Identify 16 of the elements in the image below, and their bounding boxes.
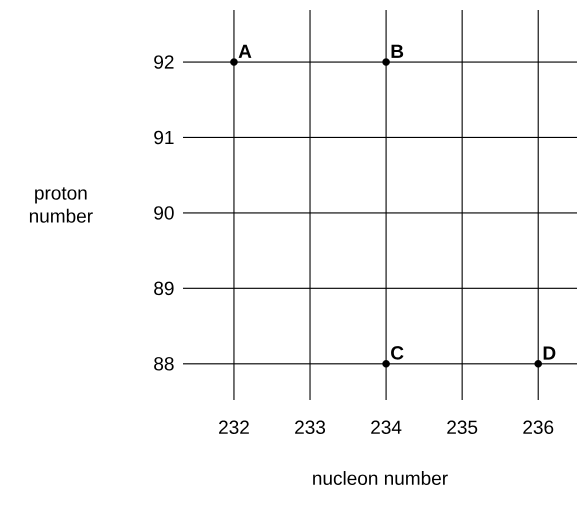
y-tick-label: 88 xyxy=(154,357,174,371)
x-tick-label: 234 xyxy=(371,420,402,434)
y-tick-label: 89 xyxy=(154,282,174,296)
annotation: B xyxy=(392,44,404,58)
x-tick-label: 235 xyxy=(447,420,478,434)
y-tick-label: 91 xyxy=(154,130,174,144)
y-tick-label: 90 xyxy=(154,206,174,220)
x-axis-title: nucleon number xyxy=(313,471,448,485)
x-tick-label: 236 xyxy=(523,420,554,434)
annotation: C xyxy=(391,346,404,360)
annotation: A xyxy=(238,44,252,58)
y-axis-title: proton number xyxy=(30,187,93,223)
y-tick-label: 92 xyxy=(154,55,174,69)
x-tick-label: 233 xyxy=(295,420,326,434)
x-tick-label: 232 xyxy=(219,420,249,434)
annotation: D xyxy=(544,346,556,360)
